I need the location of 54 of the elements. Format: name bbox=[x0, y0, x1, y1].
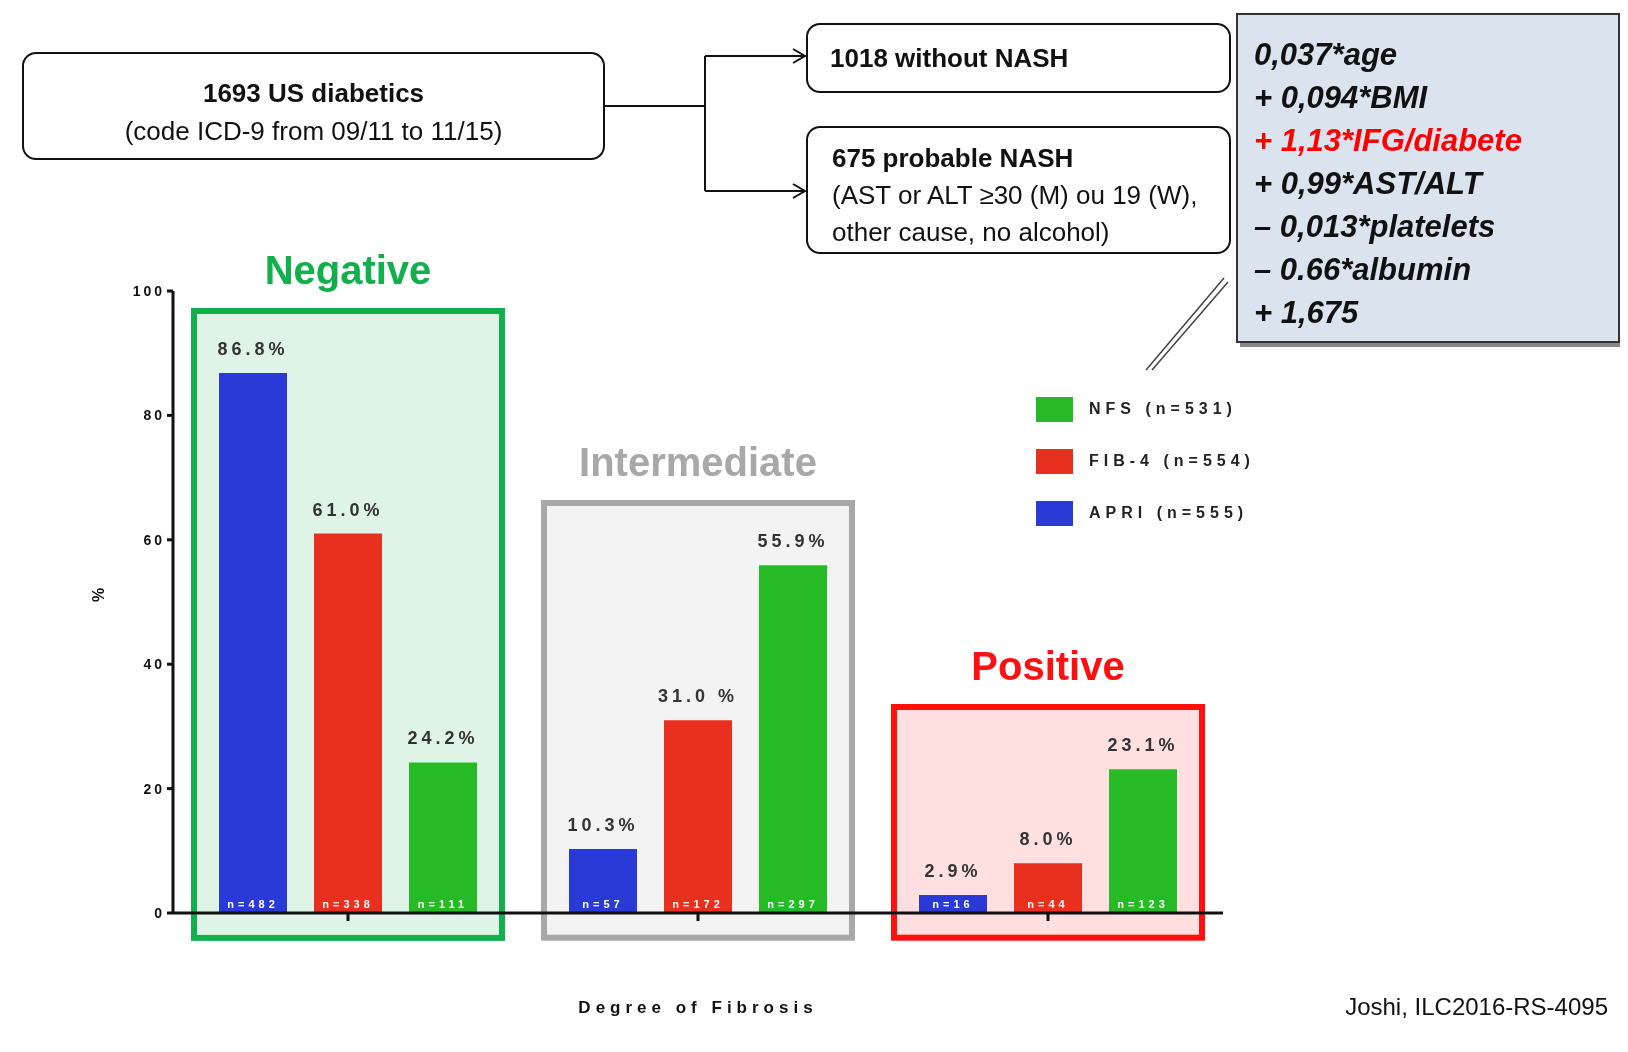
text: other cause, no alcohol) bbox=[832, 216, 1111, 249]
x-tick-label: Positive bbox=[970, 644, 1126, 690]
text: 1693 US diabetics bbox=[201, 77, 426, 110]
y-tick-label: 20 bbox=[143, 780, 165, 797]
annotation: n=338 bbox=[322, 898, 374, 910]
annotation: n=111 bbox=[417, 898, 469, 910]
data-label: 24.2% bbox=[407, 728, 479, 749]
y-tick-label: 60 bbox=[143, 531, 165, 548]
text: – 0.66*albumin bbox=[1254, 251, 1473, 289]
text: (code ICD-9 from 09/11 to 11/15) bbox=[123, 115, 504, 148]
data-label: 8.0% bbox=[1019, 829, 1077, 850]
bar bbox=[219, 373, 287, 913]
text: 0,037*age bbox=[1254, 36, 1399, 74]
y-axis-title: % bbox=[89, 587, 107, 602]
text: + 1,675 bbox=[1254, 294, 1360, 332]
data-label: 23.1% bbox=[1107, 735, 1179, 756]
data-label: 61.0% bbox=[312, 499, 384, 520]
y-tick-label: 0 bbox=[154, 904, 165, 921]
text: + 1,13*IFG/diabete bbox=[1254, 122, 1523, 160]
x-tick-label: Intermediate bbox=[578, 440, 818, 486]
text: 675 probable NASH bbox=[832, 142, 1075, 175]
bar bbox=[759, 565, 827, 913]
annotation: n=16 bbox=[932, 898, 974, 910]
bar bbox=[569, 848, 637, 913]
y-tick-label: 100 bbox=[132, 282, 165, 299]
bar bbox=[314, 533, 382, 913]
annotation: n=44 bbox=[1027, 898, 1069, 910]
legend-label: NFS (n=531) bbox=[1089, 400, 1237, 418]
data-label: 55.9% bbox=[757, 531, 829, 552]
y-tick-label: 40 bbox=[143, 656, 165, 673]
y-tick-label: 80 bbox=[143, 407, 165, 424]
bar bbox=[1109, 769, 1177, 913]
text: Joshi, ILC2016-RS-4095 bbox=[1345, 993, 1608, 1021]
text: + 0,094*BMI bbox=[1254, 79, 1429, 117]
text: – 0,013*platelets bbox=[1254, 208, 1497, 246]
legend-label: APRI (n=555) bbox=[1089, 504, 1249, 522]
data-label: 31.0 % bbox=[657, 686, 739, 707]
annotation: n=482 bbox=[227, 898, 279, 910]
x-axis-title: Degree of Fibrosis bbox=[578, 998, 818, 1017]
data-label: 86.8% bbox=[217, 339, 289, 360]
legend-label: FIB-4 (n=554) bbox=[1089, 452, 1255, 470]
bar bbox=[664, 720, 732, 913]
bar bbox=[1014, 863, 1082, 913]
text: (AST or ALT ≥30 (M) ou 19 (W), bbox=[832, 179, 1199, 212]
annotation: n=57 bbox=[582, 898, 624, 910]
bar bbox=[409, 762, 477, 913]
x-tick-label: Negative bbox=[263, 248, 433, 294]
text: 1018 without NASH bbox=[806, 23, 1231, 93]
annotation: n=297 bbox=[767, 898, 819, 910]
text: + 0,99*AST/ALT bbox=[1254, 165, 1485, 203]
annotation: n=172 bbox=[672, 898, 724, 910]
data-label: 2.9% bbox=[924, 860, 982, 881]
annotation: n=123 bbox=[1117, 898, 1169, 910]
data-label: 10.3% bbox=[567, 814, 639, 835]
